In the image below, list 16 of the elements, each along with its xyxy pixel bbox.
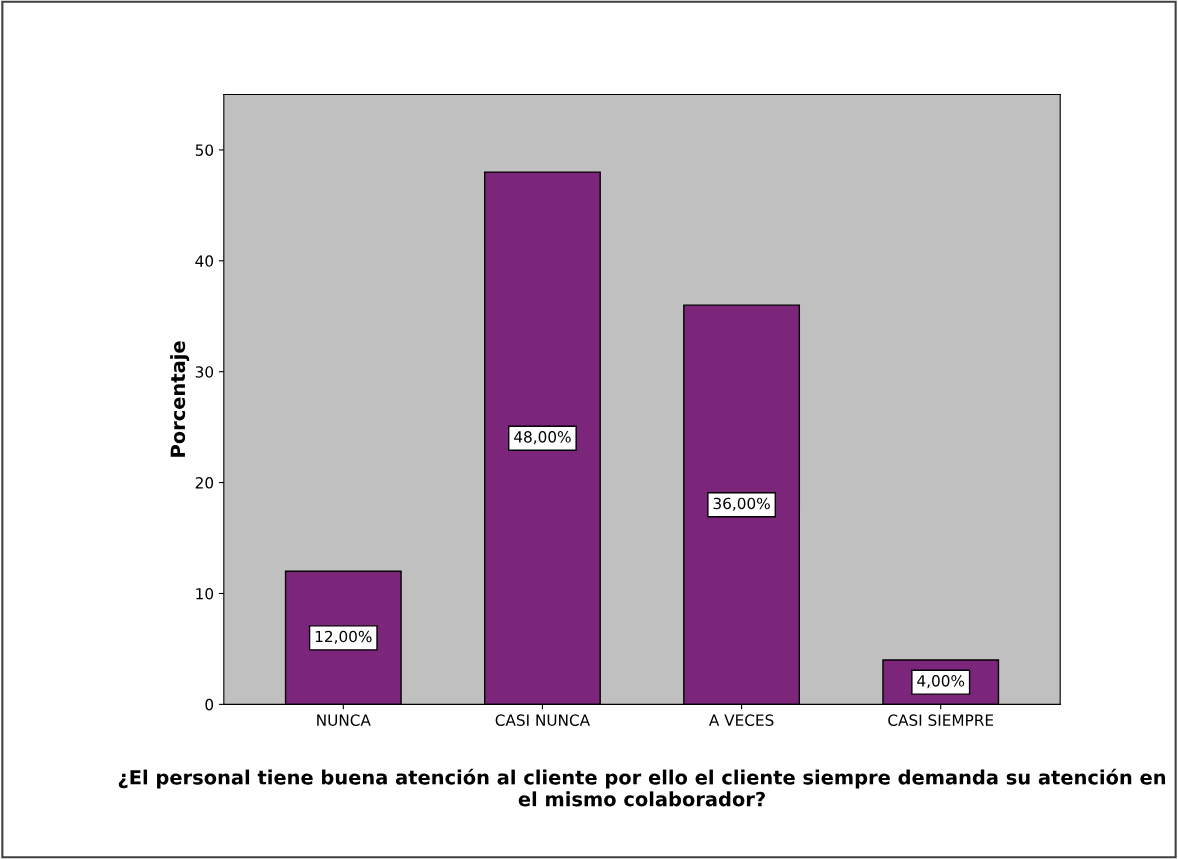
y-tick-label: 0 (205, 698, 214, 711)
x-tick-label: A VECES (708, 714, 774, 726)
data-label: 36,00% (713, 497, 770, 511)
y-tick-label: 50 (195, 144, 214, 156)
x-tick-label: CASI NUNCA (495, 714, 590, 726)
x-tick-label: NUNCA (317, 714, 371, 726)
y-axis-title: Porcentaje (170, 341, 190, 457)
y-tick-label: 10 (196, 587, 214, 600)
y-tick-label: 40 (195, 255, 214, 267)
data-label: 4,00% (917, 675, 965, 689)
x-axis-title: ¿El personal tiene buena atención al cliente por ello el cliente siempre demanda su atención en el mismo colaborador? (118, 768, 1166, 807)
data-label: 48,00% (514, 431, 571, 445)
data-label: 12,00% (315, 630, 372, 644)
x-tick-label: CASI SIEMPRE (888, 714, 994, 726)
y-tick-label: 30 (195, 366, 214, 378)
y-tick-label: 20 (195, 477, 214, 489)
